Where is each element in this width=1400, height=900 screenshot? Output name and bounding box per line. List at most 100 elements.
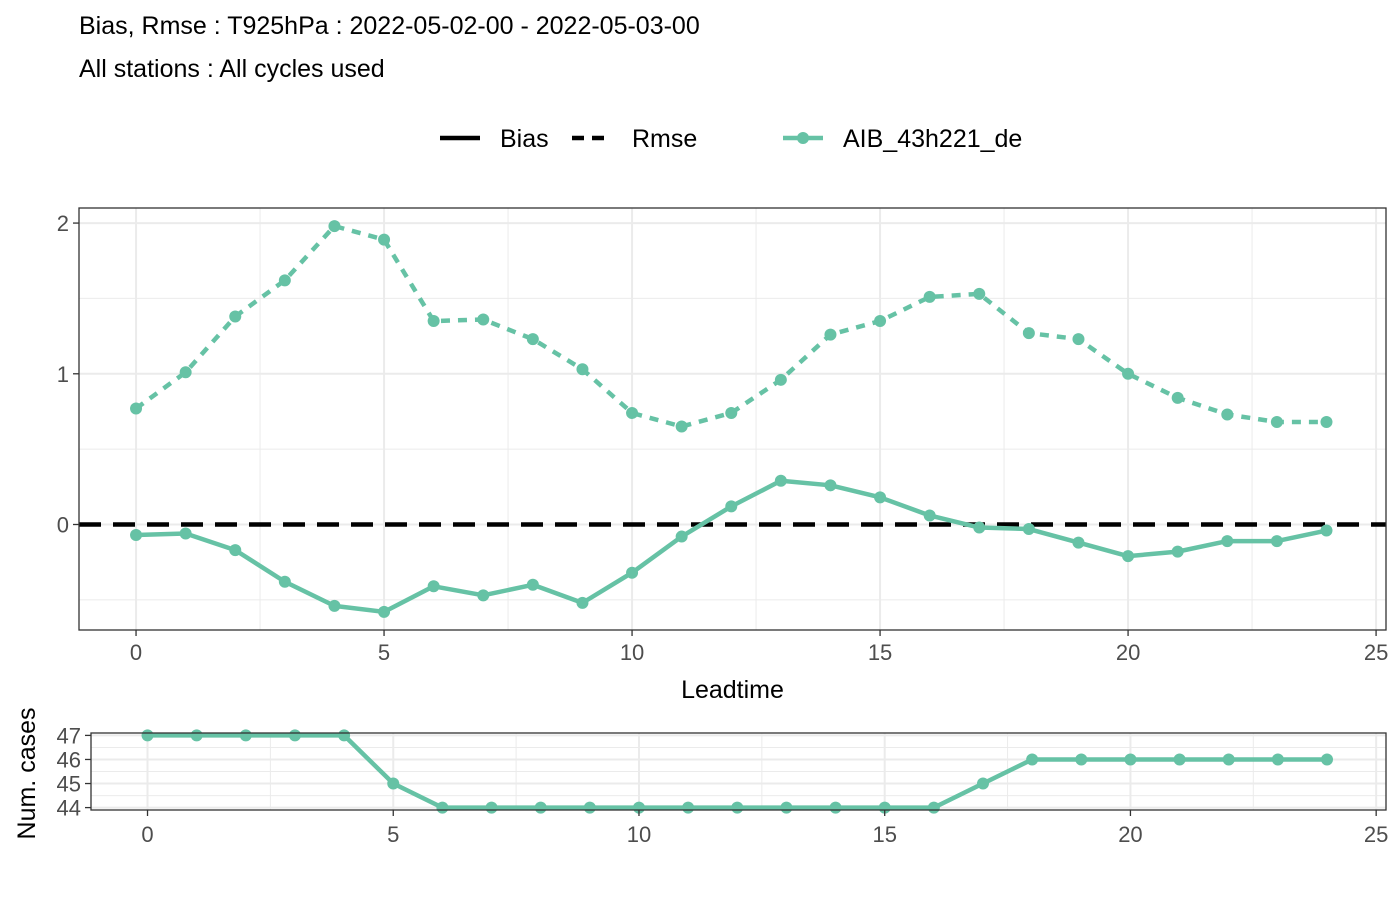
- series-point-bias: [378, 605, 391, 618]
- series-point-rmse: [1320, 416, 1333, 429]
- series-point-rmse: [1270, 416, 1283, 429]
- series-point-rmse: [378, 233, 391, 246]
- series-point-cases: [141, 729, 154, 742]
- series-point-rmse: [526, 333, 539, 346]
- y-tick-label: 46: [57, 747, 81, 772]
- y-tick-label: 45: [57, 772, 81, 797]
- series-point-bias: [576, 596, 589, 609]
- series-point-bias: [179, 527, 192, 540]
- cases-panel-border: [90, 732, 1387, 811]
- series-point-rmse: [626, 406, 639, 419]
- series-point-rmse: [1072, 333, 1085, 346]
- series-point-cases: [731, 801, 744, 814]
- series-point-cases: [288, 729, 301, 742]
- series-point-bias: [626, 566, 639, 579]
- series-point-rmse: [278, 274, 291, 287]
- x-tick-label: 5: [387, 822, 399, 847]
- x-tick-label: 10: [627, 822, 651, 847]
- series-point-cases: [682, 801, 695, 814]
- series-point-cases: [829, 801, 842, 814]
- x-tick-label: 20: [1118, 822, 1142, 847]
- series-point-cases: [927, 801, 940, 814]
- series-point-cases: [436, 801, 449, 814]
- series-point-rmse: [229, 310, 242, 323]
- main-panel: 0 5 10 15 20 25 0 1 2 Leadtime: [57, 207, 1389, 704]
- series-point-rmse: [973, 287, 986, 300]
- legend-label-rmse: Rmse: [632, 125, 697, 153]
- x-tick-label: 15: [872, 822, 896, 847]
- x-tick-label: 10: [620, 640, 644, 665]
- y-tick-label: 2: [57, 211, 69, 236]
- series-point-bias: [278, 575, 291, 588]
- series-point-cases: [1321, 753, 1334, 766]
- series-point-cases: [780, 801, 793, 814]
- series-point-bias: [1270, 535, 1283, 548]
- x-tick-label: 25: [1364, 640, 1388, 665]
- series-point-bias: [923, 509, 936, 522]
- legend-key-series-point: [797, 132, 809, 144]
- main-panel-border: [78, 207, 1387, 631]
- series-point-cases: [534, 801, 547, 814]
- y-tick-label: 44: [57, 796, 81, 821]
- x-tick-label: 5: [378, 640, 390, 665]
- series-point-rmse: [874, 315, 887, 328]
- series-point-cases: [239, 729, 252, 742]
- series-point-rmse: [1022, 327, 1035, 340]
- main-panel-grid: [79, 208, 1386, 630]
- series-point-rmse: [427, 315, 440, 328]
- series-point-bias: [973, 521, 986, 534]
- x-axis-title: Leadtime: [681, 676, 784, 704]
- legend-label-bias: Bias: [500, 125, 549, 153]
- cases-panel-grid: [91, 733, 1386, 810]
- legend-label-series: AIB_43h221_de: [843, 125, 1022, 153]
- series-point-bias: [1320, 524, 1333, 537]
- series-point-rmse: [130, 402, 143, 415]
- x-tick-label: 15: [868, 640, 892, 665]
- series-point-bias: [328, 599, 341, 612]
- series-point-rmse: [576, 363, 589, 376]
- main-panel-series: [130, 220, 1333, 618]
- series-point-bias: [1122, 550, 1135, 563]
- series-point-cases: [485, 801, 498, 814]
- series-point-rmse: [1171, 391, 1184, 404]
- legend: Bias Rmse AIB_43h221_de: [440, 125, 1022, 153]
- series-point-rmse: [477, 313, 490, 326]
- series-point-cases: [338, 729, 351, 742]
- series-point-cases: [1075, 753, 1088, 766]
- chart-title: Bias, Rmse : T925hPa : 2022-05-02-00 - 2…: [79, 12, 700, 40]
- series-point-rmse: [675, 420, 688, 433]
- series-point-bias: [1022, 523, 1035, 536]
- series-point-cases: [190, 729, 203, 742]
- series-point-bias: [526, 578, 539, 591]
- y-tick-label: 47: [57, 723, 81, 748]
- series-point-rmse: [1221, 408, 1234, 421]
- series-point-rmse: [1122, 367, 1135, 380]
- main-panel-axes: 0 5 10 15 20 25 0 1 2: [57, 211, 1389, 665]
- chart-subtitle: All stations : All cycles used: [79, 55, 385, 83]
- series-point-cases: [583, 801, 596, 814]
- series-point-rmse: [179, 366, 192, 379]
- series-point-bias: [477, 589, 490, 602]
- series-point-rmse: [328, 220, 341, 233]
- series-point-cases: [1124, 753, 1137, 766]
- y-axis-title-cases: Num. cases: [13, 708, 41, 840]
- series-point-rmse: [824, 328, 837, 341]
- series-point-bias: [229, 544, 242, 557]
- series-point-rmse: [774, 373, 787, 386]
- series-point-rmse: [725, 406, 738, 419]
- series-point-rmse: [923, 290, 936, 303]
- x-tick-label: 0: [130, 640, 142, 665]
- series-point-cases: [387, 777, 400, 790]
- series-point-bias: [1171, 545, 1184, 558]
- series-point-bias: [725, 500, 738, 513]
- y-tick-label: 1: [57, 362, 69, 387]
- series-point-cases: [1026, 753, 1039, 766]
- series-point-cases: [977, 777, 990, 790]
- series-point-bias: [824, 479, 837, 492]
- series-point-cases: [1222, 753, 1235, 766]
- series-line-rmse: [134, 223, 1327, 429]
- series-point-bias: [130, 529, 143, 542]
